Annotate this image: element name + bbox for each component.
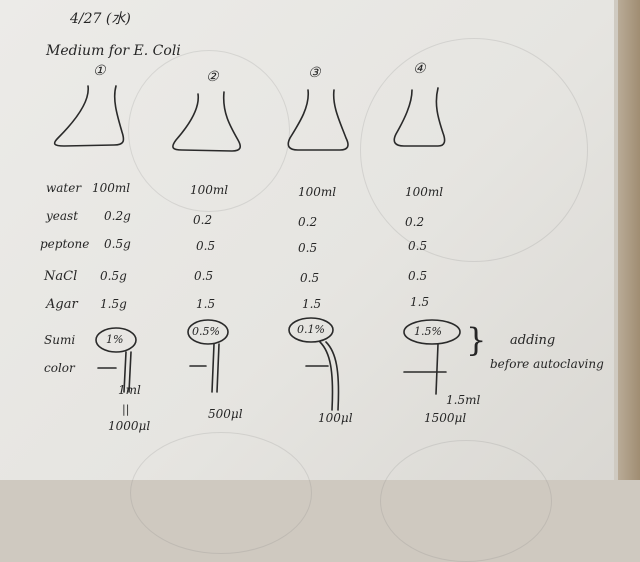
equals-mark: || [122, 403, 130, 416]
volume-flask-2-ul: 500μl [208, 407, 243, 421]
pointer-line-1 [123, 351, 132, 393]
note-line-2: before autoclaving [490, 357, 604, 371]
value-water-3: 100ml [298, 185, 337, 199]
sumi-circle-4 [403, 319, 461, 345]
value-water-1: 100ml [92, 181, 131, 195]
flask-number-2: ② [206, 69, 219, 85]
value-sumi-1: 1% [106, 333, 124, 346]
value-peptone-4: 0.5 [408, 239, 428, 253]
sumi-circle-2 [187, 319, 229, 345]
pointer-line-4 [435, 343, 439, 395]
value-nacl-3: 0.5 [300, 271, 320, 285]
sumi-circle-3 [288, 317, 334, 343]
value-sumi-3: 0.1% [297, 323, 325, 336]
value-yeast-3: 0.2 [298, 215, 318, 229]
row-label-yeast: yeast [46, 209, 79, 223]
flask-1-drawing [53, 85, 125, 147]
flask-number-3: ③ [308, 65, 321, 81]
value-water-2: 100ml [190, 183, 229, 197]
flask-4-drawing [393, 87, 446, 147]
flask-2-drawing [172, 91, 242, 152]
table-surface [618, 0, 640, 480]
value-agar-2: 1.5 [196, 297, 216, 311]
value-water-4: 100ml [405, 185, 444, 199]
value-yeast-2: 0.2 [193, 213, 213, 227]
show-through-circle [360, 38, 588, 262]
value-peptone-2: 0.5 [196, 239, 216, 253]
date-heading: 4/27 (水) [70, 11, 131, 27]
volume-flask-1-ul: 1000μl [108, 419, 151, 433]
flask-number-4: ④ [413, 61, 426, 77]
row-label-agar: Agar [46, 297, 78, 312]
volume-flask-4-ul: 1500μl [424, 411, 467, 425]
value-nacl-2: 0.5 [194, 269, 214, 283]
sumi-circle-1 [95, 327, 137, 353]
value-yeast-1: 0.2g [104, 209, 131, 223]
value-nacl-1: 0.5g [100, 269, 127, 283]
value-agar-4: 1.5 [410, 295, 430, 309]
page-title: Medium for E. Coli [46, 43, 181, 59]
pointer-line-2 [211, 343, 220, 393]
volume-flask-3-ul: 100μl [318, 411, 353, 425]
volume-flask-4-ml: 1.5ml [446, 393, 481, 407]
value-sumi-4: 1.5% [414, 325, 442, 338]
note-bracket: } [466, 321, 487, 359]
pointer-line-3 [319, 341, 340, 411]
flask-3-drawing [287, 89, 349, 151]
value-agar-1: 1.5g [100, 297, 127, 311]
show-through-circle [128, 50, 290, 212]
row-label-sumi: Sumi [44, 333, 76, 347]
value-yeast-4: 0.2 [405, 215, 425, 229]
value-nacl-4: 0.5 [408, 269, 428, 283]
row-label-nacl: NaCl [44, 269, 78, 284]
value-sumi-2: 0.5% [192, 325, 220, 338]
row-label-peptone: peptone [40, 237, 90, 251]
volume-flask-1-ml: 1ml [118, 383, 141, 397]
row-label-water: water [46, 181, 82, 195]
flask-number-1: ① [93, 63, 106, 79]
value-peptone-1: 0.5g [104, 237, 131, 251]
row-label-color: color [44, 361, 75, 375]
page-edge [614, 0, 618, 480]
value-peptone-3: 0.5 [298, 241, 318, 255]
ink-drawings [53, 85, 461, 411]
note-line-1: adding [510, 333, 556, 348]
value-agar-3: 1.5 [302, 297, 322, 311]
